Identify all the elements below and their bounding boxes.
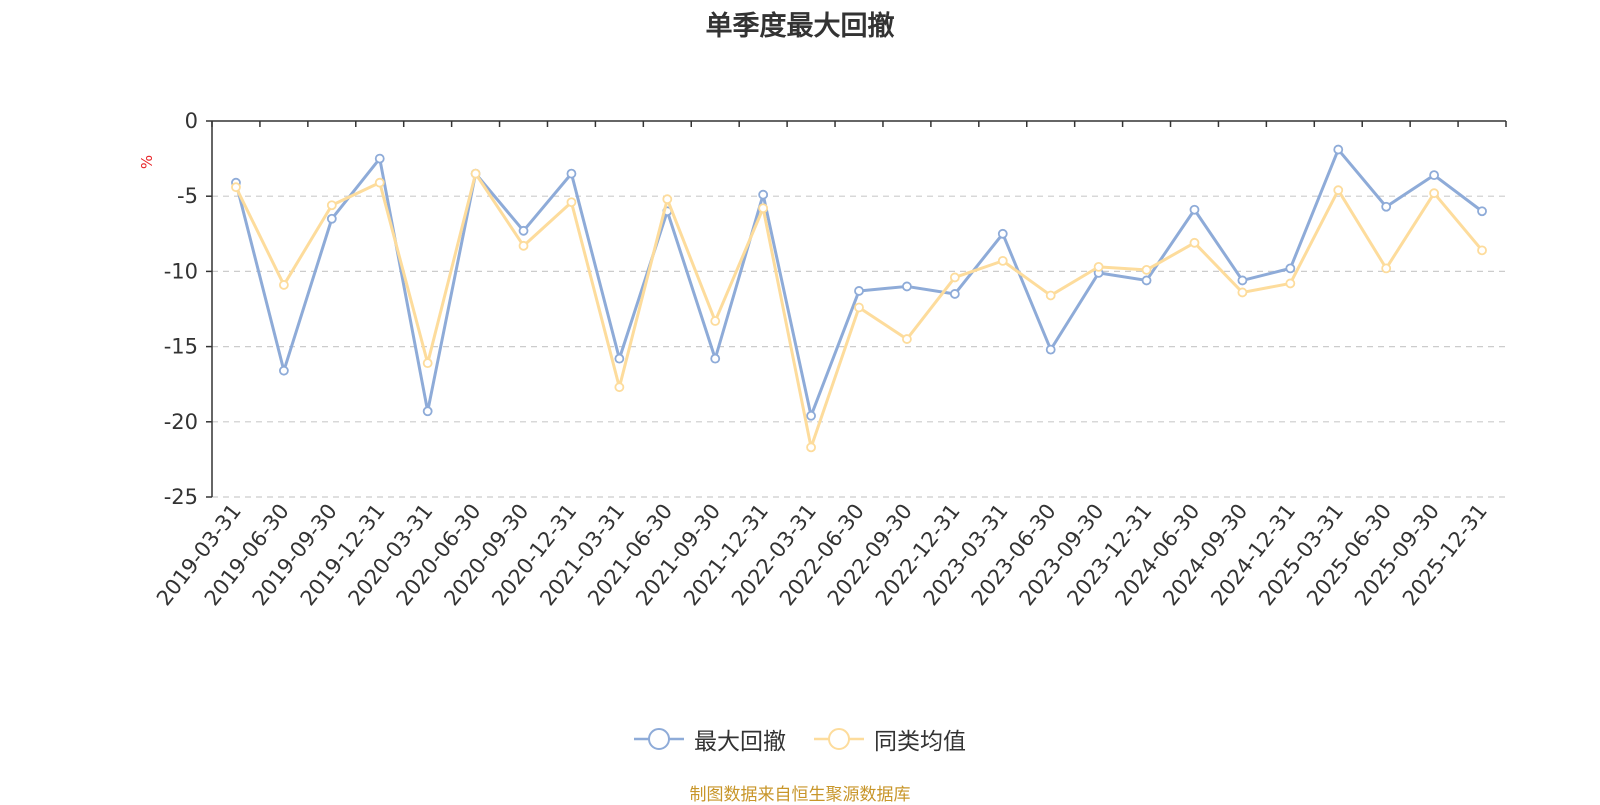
series-2-point <box>662 194 673 205</box>
axes: 0-5-10-15-20-252019-03-312019-06-302019-… <box>152 109 1507 610</box>
series-2-point <box>1477 245 1487 256</box>
series-1-point <box>326 213 337 224</box>
series-1-point <box>1237 275 1248 286</box>
series-1-point <box>997 228 1008 239</box>
series-2-point <box>902 334 912 344</box>
series-1-point <box>518 225 529 236</box>
source-note: 制图数据来自恒生聚源数据库 <box>689 785 911 805</box>
series-1-point <box>1045 344 1056 355</box>
series-2-point <box>758 203 769 214</box>
y-tick-label: -15 <box>164 335 198 359</box>
series-2-point <box>566 197 577 208</box>
series-1-point <box>854 286 864 296</box>
series-1-point <box>806 410 816 421</box>
legend-item-2[interactable]: 同类均值 <box>814 722 966 756</box>
series-1-point <box>1189 204 1200 215</box>
series-2-point <box>806 442 816 453</box>
y-tick-label: 0 <box>185 109 198 133</box>
series-2-point <box>854 302 864 313</box>
series-1-point <box>1477 206 1487 217</box>
series-1-point <box>1285 263 1296 274</box>
series-1-point <box>422 406 433 417</box>
series-2-point <box>470 168 481 179</box>
series-2-point <box>278 280 289 290</box>
y-tick-label: -20 <box>164 410 198 434</box>
series-2-point <box>518 240 529 251</box>
series-2-point <box>1429 188 1440 199</box>
y-axis-unit-label: % <box>138 155 156 169</box>
series-2-point <box>1045 290 1056 301</box>
series-1-point <box>1141 275 1152 286</box>
y-tick-label: -5 <box>177 184 198 208</box>
series-2-point <box>997 255 1008 266</box>
series-1-point <box>374 153 385 164</box>
series-2-point <box>326 200 337 211</box>
series-1-point <box>1381 201 1392 212</box>
series-1-point <box>758 189 769 200</box>
series-1-point <box>949 289 960 299</box>
legend-symbol <box>634 728 684 750</box>
series-2-point <box>614 382 625 393</box>
series-1-point <box>1333 144 1344 155</box>
series-2-point <box>1381 263 1392 274</box>
y-tick-label: -25 <box>164 485 198 509</box>
series-2-point <box>1093 261 1104 272</box>
series-1-point <box>566 168 577 179</box>
legend-label: 同类均值 <box>874 729 966 755</box>
series-2-point <box>374 177 385 188</box>
series-1-point <box>902 281 912 292</box>
legend-marker <box>828 728 850 750</box>
series-1-point <box>710 353 721 364</box>
legend-label: 最大回撤 <box>694 729 786 755</box>
series-2-point <box>1333 185 1344 196</box>
legend-item-1[interactable]: 最大回撤 <box>634 722 786 756</box>
chart-title: 单季度最大回撤 <box>705 11 895 42</box>
legend: 最大回撤 同类均值 <box>0 722 1600 756</box>
series-2-point <box>1189 237 1200 248</box>
series-layer <box>231 144 1487 453</box>
series-2-point <box>949 272 960 283</box>
series-2-point <box>1141 264 1152 275</box>
y-tick-label: -10 <box>164 259 198 283</box>
series-2-point <box>710 316 721 326</box>
series-2-point <box>1285 278 1296 289</box>
series-2-point <box>1237 287 1248 298</box>
legend-marker <box>648 728 670 750</box>
series-1-point <box>1429 170 1440 181</box>
series-1-point <box>614 353 625 364</box>
series-2-point <box>231 182 241 193</box>
series-2-point <box>422 358 433 369</box>
legend-symbol <box>814 728 864 750</box>
series-1-point <box>278 365 289 376</box>
